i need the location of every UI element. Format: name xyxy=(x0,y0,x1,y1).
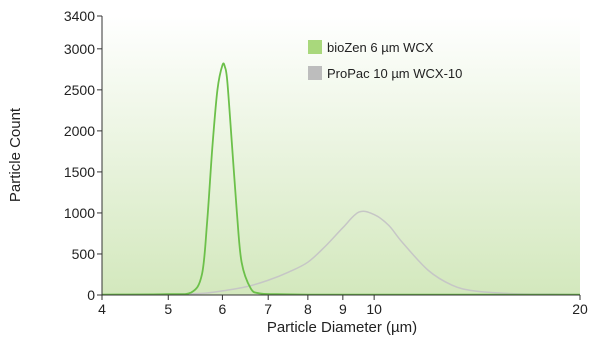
x-tick-label: 9 xyxy=(339,301,347,317)
legend-swatch-2 xyxy=(308,66,322,80)
legend: bioZen 6 µm WCX ProPac 10 µm WCX-10 xyxy=(308,40,462,81)
x-axis-title: Particle Diameter (µm) xyxy=(267,319,417,336)
y-tick-label: 3400 xyxy=(64,8,95,24)
x-tick-label: 10 xyxy=(366,301,382,317)
y-tick-label: 500 xyxy=(72,246,96,262)
plot-background xyxy=(102,16,580,295)
x-tick-label: 20 xyxy=(572,301,588,317)
axes-layer: 0 500 1000 1500 2000 2500 3000 3400 4 5 6 7 8 9 10 20 xyxy=(64,8,588,317)
y-tick-label: 1000 xyxy=(64,205,95,221)
y-tick-label: 2000 xyxy=(64,123,95,139)
x-tick-label: 5 xyxy=(164,301,172,317)
x-tick-label: 6 xyxy=(219,301,227,317)
y-tick-label: 3000 xyxy=(64,41,95,57)
x-tick-label: 7 xyxy=(264,301,272,317)
y-axis-title: Particle Count xyxy=(7,107,24,202)
y-tick-label: 2500 xyxy=(64,82,95,98)
legend-swatch-1 xyxy=(308,40,322,54)
x-tick-label: 4 xyxy=(98,301,106,317)
legend-label-1: bioZen 6 µm WCX xyxy=(327,40,434,55)
legend-label-2: ProPac 10 µm WCX-10 xyxy=(327,66,462,81)
series-line-2 xyxy=(101,210,581,296)
y-tick-label: 0 xyxy=(87,287,95,303)
x-tick-label: 8 xyxy=(304,301,312,317)
y-tick-label: 1500 xyxy=(64,164,95,180)
